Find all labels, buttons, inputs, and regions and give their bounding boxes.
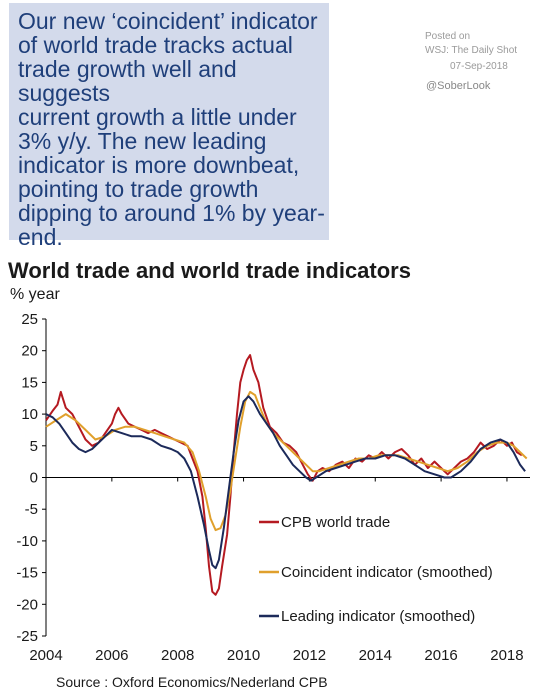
legend-label: Leading indicator (smoothed) xyxy=(281,608,475,625)
series-line-leading-indicator-smoothed xyxy=(45,395,526,570)
y-tick-label: -10 xyxy=(16,533,38,550)
y-axis-unit-label: % year xyxy=(10,286,60,303)
y-tick-label: -25 xyxy=(16,628,38,645)
x-tick-label: 2014 xyxy=(359,647,392,664)
posted-date: 07-Sep-2018 xyxy=(450,61,508,72)
y-tick-label: 20 xyxy=(21,343,38,360)
legend-label: Coincident indicator (smoothed) xyxy=(281,564,493,581)
y-tick-label: 25 xyxy=(21,311,38,328)
posted-label: Posted on xyxy=(425,31,471,42)
callout-line: end. xyxy=(18,224,63,250)
callout-line: 3% y/y. The new leading xyxy=(18,128,267,154)
x-tick-label: 2010 xyxy=(227,647,260,664)
x-tick-label: 2018 xyxy=(490,647,523,664)
source-note: Source : Oxford Economics/Nederland CPB xyxy=(56,674,328,690)
callout-line: dipping to around 1% by year- xyxy=(18,200,325,226)
y-tick-label: 0 xyxy=(30,470,38,487)
chart-series xyxy=(45,354,528,596)
y-tick-label: 10 xyxy=(21,406,38,423)
series-line-coincident-indicator-smoothed xyxy=(45,390,528,532)
y-tick-label: -5 xyxy=(25,501,38,518)
chart-axes: 25 20 15 10 5 0 -5 -10 -15 -20 -25 2004 2006 2008 2010… xyxy=(16,311,530,664)
x-tick-label: 2012 xyxy=(293,647,326,664)
y-tick-label: 15 xyxy=(21,374,38,391)
callout-line: current growth a little under xyxy=(18,104,297,130)
posted-source: WSJ: The Daily Shot xyxy=(425,45,518,56)
callout-line: trade growth well and suggests xyxy=(18,56,237,106)
callout-line: pointing to trade growth xyxy=(18,176,259,202)
x-tick-label: 2016 xyxy=(424,647,457,664)
chart-legend: CPB world trade Coincident indicator (smo… xyxy=(259,514,493,625)
legend-label: CPB world trade xyxy=(281,514,390,531)
x-tick-label: 2004 xyxy=(29,647,62,664)
callout-box: Our new ‘coincident’ indicator of world … xyxy=(9,3,329,249)
callout-text: Our new ‘coincident’ indicator of world … xyxy=(18,9,328,249)
y-tick-label: -15 xyxy=(16,565,38,582)
chart-title: World trade and world trade indicators xyxy=(8,258,411,283)
callout-line: indicator is more downbeat, xyxy=(18,152,300,178)
y-tick-label: -20 xyxy=(16,596,38,613)
callout-line: Our new ‘coincident’ indicator xyxy=(18,8,318,34)
x-tick-label: 2006 xyxy=(95,647,128,664)
twitter-handle: @SoberLook xyxy=(426,80,491,92)
y-tick-label: 5 xyxy=(30,438,38,455)
series-line-cpb-world-trade xyxy=(45,354,523,596)
callout-line: of world trade tracks actual xyxy=(18,32,293,58)
x-tick-label: 2008 xyxy=(161,647,194,664)
posted-on-block: Posted on WSJ: The Daily Shot 07-Sep-201… xyxy=(425,30,517,72)
